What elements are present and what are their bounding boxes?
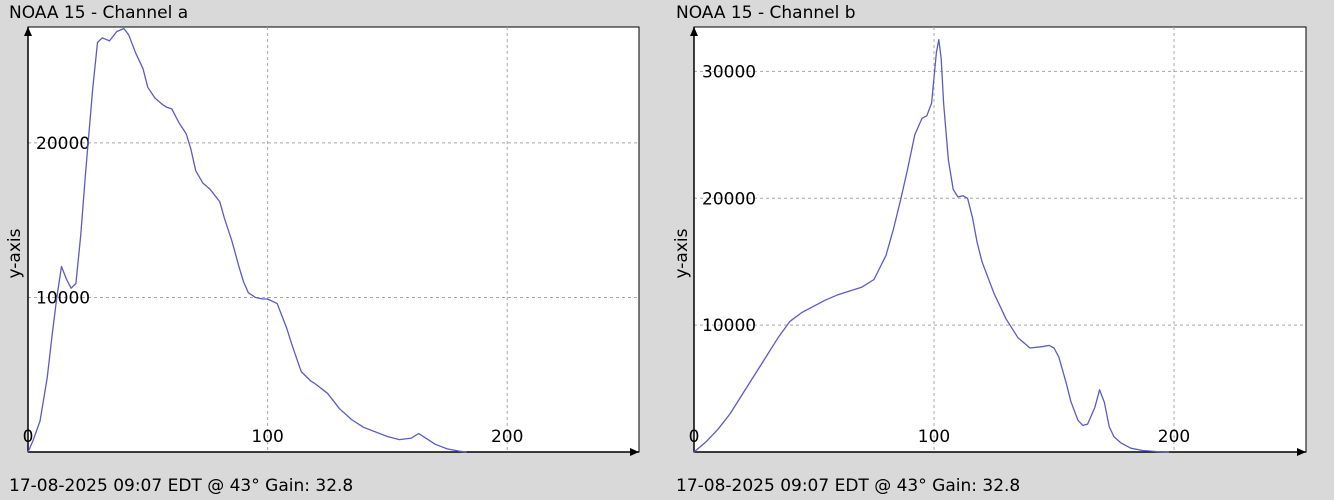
channel-a-panel: NOAA 15 - Channel a 0 100 200 10000 20000 y-a… — [5, 3, 640, 496]
channel-a-chart: 0 100 200 10000 20000 y-axis — [5, 26, 640, 456]
footer-timestamp-gain: 17-08-2025 09:07 EDT @ 43° Gain: 32.8 — [676, 476, 1021, 496]
y-axis-label: y-axis — [5, 228, 25, 278]
x-axis-arrow — [1297, 448, 1306, 456]
channel-b-panel: NOAA 15 - Channel b 0 100 200 10000 20000 300… — [667, 0, 1334, 500]
plot-area — [693, 26, 1307, 453]
y-tick-label: 10000 — [702, 316, 756, 336]
channel-b-chart: 0 100 200 10000 20000 30000 y-axis — [672, 26, 1307, 456]
series-line — [27, 27, 467, 453]
x-tick-label: 100 — [918, 427, 950, 447]
chart-title: NOAA 15 - Channel b — [676, 3, 856, 23]
y-axis-arrow — [690, 27, 698, 36]
x-tick-label: 100 — [251, 427, 283, 447]
x-tick-label: 200 — [491, 427, 523, 447]
x-tick-label: 0 — [23, 427, 34, 447]
y-tick-label: 20000 — [36, 134, 90, 154]
y-tick-label: 30000 — [702, 62, 756, 82]
x-tick-label: 0 — [689, 427, 700, 447]
footer-timestamp-gain: 17-08-2025 09:07 EDT @ 43° Gain: 32.8 — [9, 476, 354, 496]
x-tick-label: 200 — [1158, 427, 1190, 447]
y-axis-arrow — [24, 27, 32, 36]
chart-title: NOAA 15 - Channel a — [9, 3, 189, 23]
y-tick-label: 20000 — [702, 189, 756, 209]
x-axis-arrow — [630, 448, 639, 456]
y-tick-label: 10000 — [36, 288, 90, 308]
y-axis-label: y-axis — [672, 228, 692, 278]
plot-area — [27, 26, 640, 453]
series-line — [693, 39, 1170, 453]
